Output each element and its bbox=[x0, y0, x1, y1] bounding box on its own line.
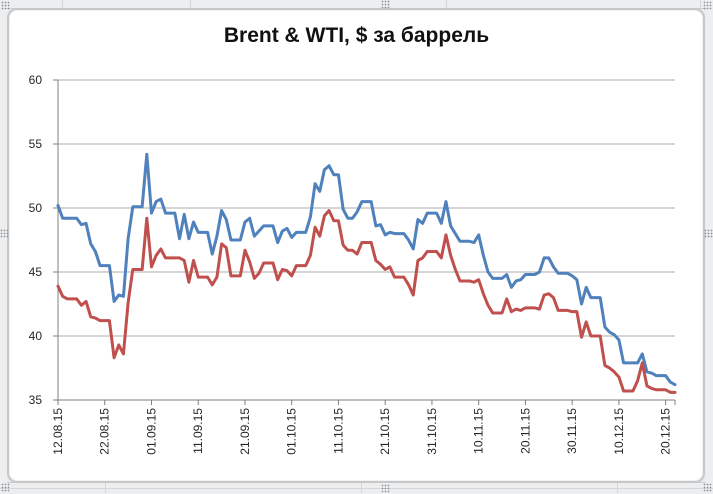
y-axis-label: 55 bbox=[29, 137, 43, 151]
x-axis-label: 31.10.15 bbox=[425, 408, 439, 455]
wti-series-line[interactable] bbox=[56, 209, 677, 394]
selection-handle-top-right[interactable] bbox=[703, 1, 712, 10]
worksheet-background-right bbox=[706, 0, 713, 493]
x-axis-label: 11.09.15 bbox=[191, 408, 205, 454]
chart-title[interactable]: Brent & WTI, $ за баррель bbox=[223, 24, 490, 47]
y-axis-label: 40 bbox=[29, 329, 43, 343]
worksheet-gridline bbox=[361, 482, 362, 493]
x-axis-label: 30.11.15 bbox=[565, 408, 579, 454]
y-axis-label: 50 bbox=[29, 201, 43, 215]
worksheet-gridline bbox=[700, 0, 701, 8]
selection-handle-top-middle[interactable] bbox=[381, 0, 390, 9]
worksheet-background-left bbox=[0, 0, 7, 493]
selection-handle-middle-right[interactable] bbox=[704, 229, 713, 238]
worksheet-gridline bbox=[105, 482, 106, 493]
x-axis-label: 12.08.15 bbox=[51, 408, 65, 455]
brent-series-line[interactable] bbox=[56, 152, 677, 387]
selection-handle-middle-left[interactable] bbox=[0, 229, 9, 238]
x-axis-label: 21.09.15 bbox=[238, 408, 252, 455]
x-axis-label: 21.10.15 bbox=[378, 408, 392, 455]
chart-object[interactable] bbox=[7, 8, 705, 483]
selection-handle-bottom-left[interactable] bbox=[1, 483, 10, 492]
x-axis-label: 10.11.15 bbox=[472, 408, 486, 454]
worksheet-gridline bbox=[62, 0, 63, 8]
selection-handle-bottom-middle[interactable] bbox=[381, 484, 390, 493]
x-axis-label: 20.12.15 bbox=[659, 408, 673, 455]
worksheet-gridline bbox=[446, 0, 447, 8]
y-axis-label: 60 bbox=[29, 73, 43, 87]
y-axis-label: 45 bbox=[29, 265, 43, 279]
worksheet-gridline bbox=[0, 488, 713, 489]
x-axis-label: 01.10.15 bbox=[285, 408, 299, 455]
y-axis-label: 35 bbox=[29, 393, 43, 407]
x-axis-label: 10.12.15 bbox=[612, 408, 626, 455]
x-axis-label: 01.09.15 bbox=[144, 408, 158, 455]
worksheet-gridline bbox=[190, 0, 191, 8]
x-axis-label: 22.08.15 bbox=[98, 408, 112, 455]
plot-area[interactable] bbox=[58, 80, 675, 400]
x-axis-label: 11.10.15 bbox=[331, 408, 345, 454]
selection-handle-bottom-right[interactable] bbox=[703, 483, 712, 492]
x-axis-label: 20.11.15 bbox=[518, 408, 532, 454]
selection-handle-top-left[interactable] bbox=[1, 1, 10, 10]
worksheet-gridline bbox=[617, 482, 618, 493]
